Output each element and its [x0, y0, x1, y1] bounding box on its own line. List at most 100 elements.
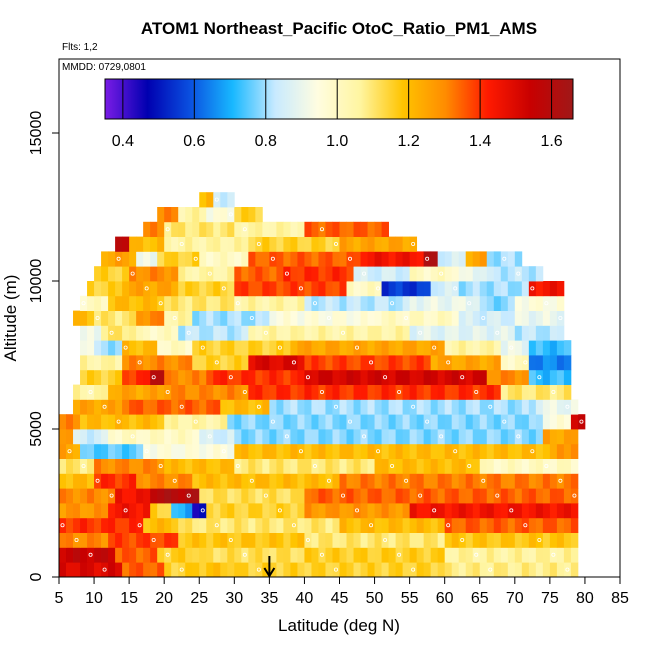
heatmap-cell [150, 414, 158, 430]
heatmap-cell [458, 251, 467, 267]
heatmap-cell [122, 517, 130, 533]
heatmap-cell [73, 532, 81, 548]
heatmap-cell [164, 369, 172, 385]
heatmap-cell [542, 562, 551, 578]
heatmap-cell [248, 517, 256, 533]
heatmap-cell [262, 295, 270, 311]
heatmap-cell [458, 488, 467, 504]
heatmap-cell [535, 532, 544, 548]
heatmap-cell [437, 429, 446, 445]
heatmap-cell [458, 369, 467, 385]
heatmap-cell [430, 414, 439, 430]
heatmap-cell [451, 532, 460, 548]
heatmap-cell [318, 503, 326, 519]
heatmap-cell [206, 384, 214, 400]
heatmap-cell [416, 325, 425, 341]
heatmap-cell [87, 384, 95, 400]
heatmap-cell [367, 503, 375, 519]
heatmap-cell [101, 281, 109, 297]
heatmap-cell [549, 399, 558, 415]
x-axis: 5 10 15 20 25 30 35 40 45 50 55 60 65 70 75 80 85 [55, 577, 629, 607]
heatmap-cell [150, 369, 158, 385]
heatmap-cell [185, 340, 193, 356]
sample-point [256, 567, 261, 572]
heatmap-cell [213, 517, 221, 533]
heatmap-cell [248, 207, 256, 223]
heatmap-cell [570, 547, 579, 563]
heatmap-cell [129, 399, 137, 415]
heatmap-cell [374, 429, 382, 445]
heatmap-cell [409, 429, 418, 445]
heatmap-cell [129, 281, 137, 297]
heatmap-cell [318, 443, 326, 459]
heatmap-cell [367, 384, 375, 400]
heatmap-cell [528, 310, 537, 326]
heatmap-cell [402, 443, 411, 459]
sample-point [312, 301, 317, 306]
sample-point [165, 227, 170, 232]
heatmap-cell [241, 207, 249, 223]
heatmap-cell [507, 281, 516, 297]
heatmap-cell [402, 310, 411, 326]
heatmap-cell [423, 532, 432, 548]
heatmap-cell [304, 488, 312, 504]
heatmap-cell [367, 221, 375, 237]
heatmap-cell [549, 503, 558, 519]
heatmap-cell [283, 310, 291, 326]
heatmap-cell [409, 443, 418, 459]
heatmap-cell [213, 458, 221, 474]
heatmap-cell [192, 295, 200, 311]
heatmap-cell [206, 399, 214, 415]
heatmap-cell [458, 458, 467, 474]
heatmap-cell [507, 340, 516, 356]
heatmap-cell [472, 414, 481, 430]
heatmap-cell [479, 251, 488, 267]
x-tick-label: 15 [120, 590, 138, 607]
heatmap-cell [129, 310, 137, 326]
heatmap-cell [227, 429, 235, 445]
heatmap-cell [353, 458, 361, 474]
heatmap-cell [353, 414, 361, 430]
heatmap-cell [339, 295, 347, 311]
heatmap-cell [430, 295, 439, 311]
heatmap-cell [486, 547, 495, 563]
heatmap-cell [416, 517, 425, 533]
heatmap-cell [297, 384, 305, 400]
x-tick-label: 45 [331, 590, 349, 607]
heatmap-cell [122, 310, 130, 326]
heatmap-cell [220, 355, 228, 371]
heatmap-cell [367, 310, 375, 326]
heatmap-cell [451, 310, 460, 326]
y-tick-label: 0 [28, 572, 45, 581]
heatmap-cell [339, 266, 347, 282]
heatmap-cell [87, 517, 95, 533]
heatmap-cell [199, 221, 207, 237]
sample-point [495, 330, 500, 335]
heatmap-cell [430, 517, 439, 533]
heatmap-cell [129, 547, 137, 563]
heatmap-cell [325, 414, 333, 430]
heatmap-cell [514, 310, 523, 326]
heatmap-cell [213, 473, 221, 489]
heatmap-cell [360, 443, 368, 459]
heatmap-cell [430, 369, 439, 385]
sample-point [439, 271, 444, 276]
heatmap-cell [164, 517, 172, 533]
heatmap-cell [185, 443, 193, 459]
heatmap-cell [381, 488, 389, 504]
sample-point [446, 360, 451, 365]
heatmap-cell [549, 340, 558, 356]
sample-point [235, 463, 240, 468]
heatmap-cell [514, 562, 523, 578]
sample-point [467, 463, 472, 468]
heatmap-cell [262, 547, 270, 563]
colorbar-tick-label: 0.6 [183, 133, 205, 150]
heatmap-cell [220, 532, 228, 548]
heatmap-cell [178, 236, 186, 252]
heatmap-cell [563, 562, 572, 578]
heatmap-cell [430, 488, 439, 504]
heatmap-cell [521, 473, 530, 489]
heatmap-cell [339, 384, 347, 400]
sample-point [355, 345, 360, 350]
heatmap-cell [101, 473, 109, 489]
